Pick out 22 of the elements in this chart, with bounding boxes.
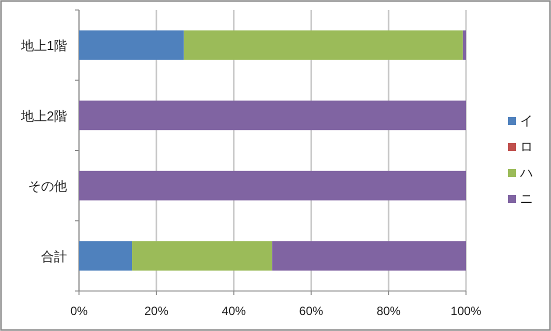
bar — [79, 170, 466, 200]
y-tick-label: その他 — [28, 178, 67, 194]
legend-label: ニ — [520, 191, 533, 206]
y-tick-label: 合計 — [41, 248, 67, 264]
x-tick-label: 40% — [222, 304, 246, 318]
bar — [79, 241, 132, 271]
y-tick-label: 地上1階 — [20, 38, 67, 54]
legend-label: ハ — [519, 165, 533, 180]
x-tick-label: 20% — [144, 304, 169, 318]
legend-label: イ — [520, 113, 533, 128]
y-tick-label: 地上2階 — [20, 108, 67, 124]
bar — [79, 100, 466, 130]
bar — [79, 30, 184, 60]
x-tick-label: 0% — [70, 304, 88, 318]
bar — [272, 241, 466, 271]
x-tick-label: 80% — [376, 304, 401, 318]
x-tick-label: 100% — [450, 304, 482, 318]
x-tick-label: 60% — [299, 304, 324, 318]
bar — [132, 241, 272, 271]
bar — [184, 30, 463, 60]
bar — [462, 30, 466, 60]
legend-label: ロ — [520, 139, 533, 154]
